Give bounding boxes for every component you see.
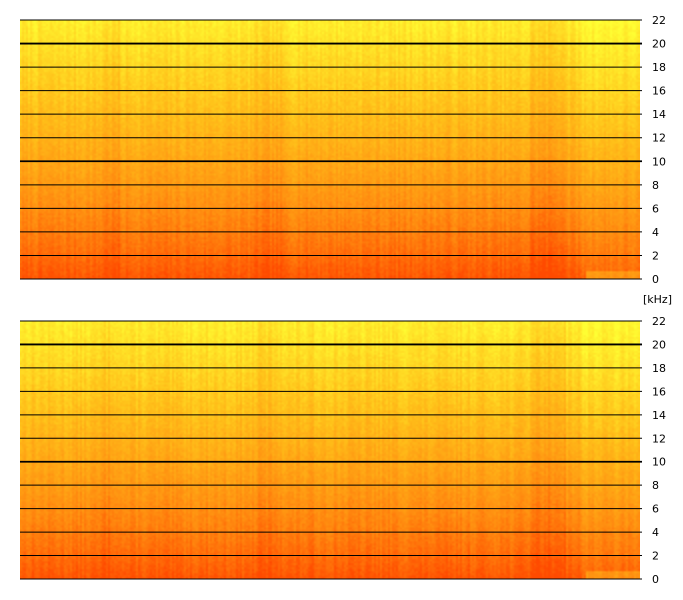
y-tick-label: 0 xyxy=(652,573,659,586)
y-tick-label: 12 xyxy=(652,132,666,145)
y-tick-label: 6 xyxy=(652,202,659,215)
lower-spectrogram-panel: 0 2 4 6 8 10 12 14 16 18 20 22 xyxy=(20,315,666,586)
y-tick-label: 18 xyxy=(652,61,666,74)
y-tick-label: 14 xyxy=(652,108,666,121)
frequency-unit-label: [kHz] xyxy=(643,293,672,306)
y-tick-label: 20 xyxy=(652,38,666,51)
y-tick-label: 22 xyxy=(652,315,666,328)
y-tick-label: 18 xyxy=(652,362,666,375)
y-tick-label: 0 xyxy=(652,273,659,286)
spectrogram-energy-field xyxy=(20,321,640,579)
y-tick-label: 14 xyxy=(652,409,666,422)
y-tick-label: 16 xyxy=(652,85,666,98)
y-tick-label: 10 xyxy=(652,456,666,469)
spectrogram-energy-field xyxy=(20,20,640,279)
y-tick-label: 6 xyxy=(652,503,659,516)
y-tick-label: 2 xyxy=(652,550,659,563)
y-tick-label: 8 xyxy=(652,479,659,492)
upper-spectrogram-panel: 0 2 4 6 8 10 12 14 16 18 20 22 xyxy=(20,14,666,286)
y-tick-label: 22 xyxy=(652,14,666,27)
y-tick-label: 2 xyxy=(652,249,659,262)
y-tick-label: 4 xyxy=(652,226,659,239)
y-tick-label: 10 xyxy=(652,155,666,168)
y-tick-label: 20 xyxy=(652,338,666,351)
y-tick-label: 4 xyxy=(652,526,659,539)
y-tick-label: 12 xyxy=(652,432,666,445)
y-tick-label: 16 xyxy=(652,385,666,398)
y-tick-label: 8 xyxy=(652,179,659,192)
